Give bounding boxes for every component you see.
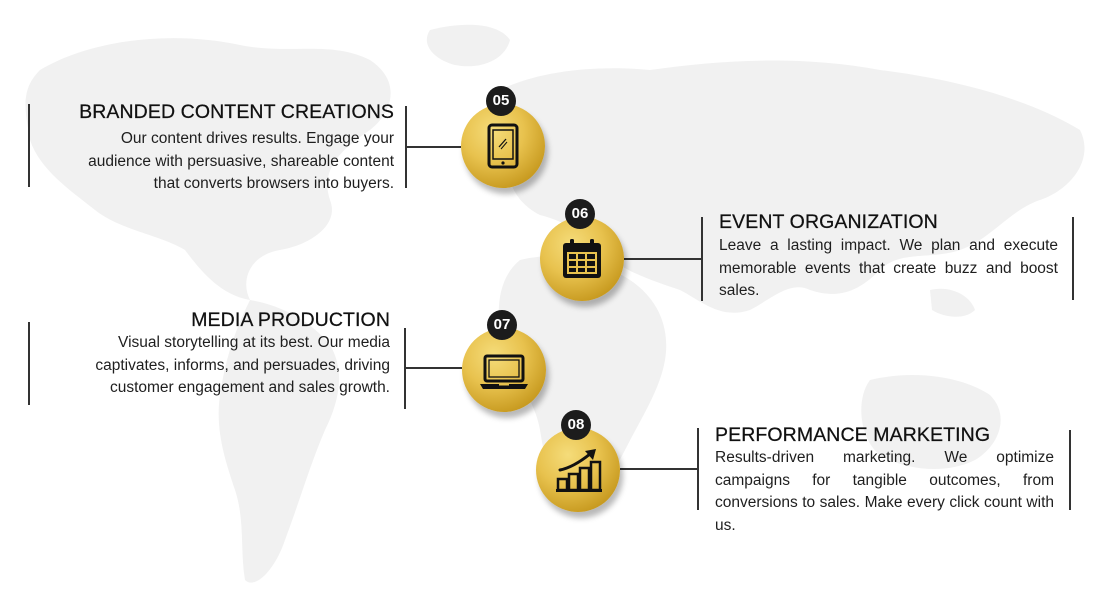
growth-chart-icon bbox=[556, 449, 602, 492]
step-08-connector bbox=[620, 468, 698, 470]
step-08-title: PERFORMANCE MARKETING bbox=[715, 424, 991, 446]
step-07-divider bbox=[28, 322, 30, 405]
step-05-badge: 05 bbox=[486, 86, 516, 116]
step-08-divider bbox=[1069, 430, 1071, 510]
step-06-connector bbox=[624, 258, 702, 260]
step-08-node: 08 bbox=[536, 410, 620, 512]
step-07-description: Visual storytelling at its best. Our med… bbox=[95, 334, 390, 396]
calendar-icon bbox=[563, 239, 601, 278]
step-05-title: BRANDED CONTENT CREATIONS bbox=[79, 101, 394, 123]
step-07-badge: 07 bbox=[487, 310, 517, 340]
step-06-divider bbox=[1072, 217, 1074, 300]
step-08-text: PERFORMANCE MARKETING Results-driven mar… bbox=[715, 423, 1054, 537]
laptop-icon bbox=[480, 354, 528, 389]
step-08-description: Results-driven marketing. We optimize ca… bbox=[715, 449, 1054, 534]
step-06-text: EVENT ORGANIZATION Leave a lasting impac… bbox=[719, 210, 1058, 303]
step-05-text: BRANDED CONTENT CREATIONS Our content dr… bbox=[40, 100, 394, 196]
step-05-divider bbox=[28, 104, 30, 187]
step-05-description: Our content drives results. Engage your … bbox=[88, 130, 394, 192]
step-07-connector-vertical bbox=[404, 328, 406, 409]
step-07-connector bbox=[404, 367, 462, 369]
step-07-node: 07 bbox=[462, 310, 546, 412]
step-06-title: EVENT ORGANIZATION bbox=[719, 211, 938, 233]
step-08-badge: 08 bbox=[561, 410, 591, 440]
step-06-badge: 06 bbox=[565, 199, 595, 229]
step-07-text: MEDIA PRODUCTION Visual storytelling at … bbox=[40, 308, 390, 400]
step-07-circle bbox=[462, 328, 546, 412]
step-07-title: MEDIA PRODUCTION bbox=[191, 309, 390, 331]
step-08-circle bbox=[536, 428, 620, 512]
step-06-description: Leave a lasting impact. We plan and exec… bbox=[719, 237, 1058, 299]
step-05-connector bbox=[405, 146, 461, 148]
step-06-node: 06 bbox=[540, 199, 624, 301]
step-05-node: 05 bbox=[461, 86, 545, 188]
tablet-icon bbox=[487, 123, 519, 169]
